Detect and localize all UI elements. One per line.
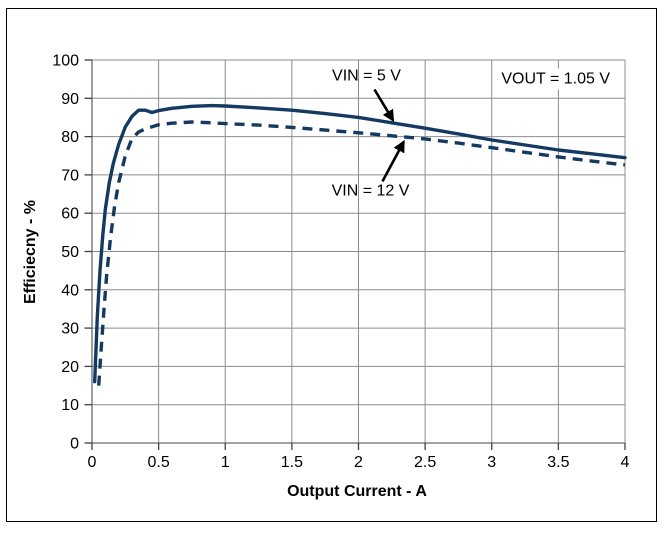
figure-border: [6, 8, 657, 522]
y-tick-label: 100: [52, 53, 79, 70]
x-axis-title: Output Current - A: [287, 483, 427, 500]
annotation-arrow-icon: [373, 88, 395, 123]
y-tick-label: 40: [61, 282, 79, 299]
x-tick-label: 2: [354, 454, 363, 471]
y-tick-label: 80: [61, 129, 79, 146]
annotation-vout: VOUT = 1.05 V: [496, 68, 616, 90]
y-tick-label: 50: [61, 244, 79, 261]
x-tick-label: 1.5: [281, 454, 303, 471]
y-tick-label: 20: [61, 359, 79, 376]
y-tick-label: 90: [61, 91, 79, 108]
x-tick-label: 1: [221, 454, 230, 471]
series-line-vin-12v: [97, 120, 626, 386]
x-tick-label: 4: [621, 454, 630, 471]
y-axis-title: Efficiecny - %: [22, 199, 39, 305]
y-tick-label: 30: [61, 321, 79, 338]
y-tick-label: 10: [61, 397, 79, 414]
x-tick-labels: 0 0.5 1 1.5 2 2.5 3 3.5 4: [88, 454, 630, 471]
annotation-vin-12v: VIN = 12 V: [331, 182, 410, 200]
annotation-vin-5v: VIN = 5 V: [332, 67, 401, 85]
x-tick-label: 2.5: [414, 454, 436, 471]
y-tick-label: 0: [70, 436, 79, 453]
series-line-vin-5v: [92, 103, 627, 384]
annotation-arrow-icon: [381, 139, 405, 183]
y-tick-label: 60: [61, 206, 79, 223]
axis-ticks: [84, 59, 626, 450]
x-tick-label: 0: [88, 454, 97, 471]
y-tick-label: 70: [61, 167, 79, 184]
x-tick-label: 0.5: [148, 454, 170, 471]
x-tick-label: 3.5: [547, 454, 569, 471]
x-tick-label: 3: [487, 454, 496, 471]
y-tick-labels: 0 10 20 30 40 50 60 70 80 90 100: [52, 53, 79, 453]
